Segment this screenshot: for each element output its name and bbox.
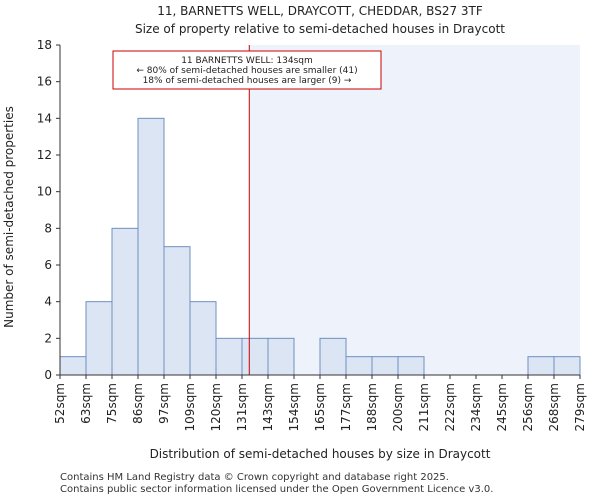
y-tick-label: 14 bbox=[37, 111, 52, 125]
annotation-line-1: 11 BARNETTS WELL: 134sqm bbox=[181, 56, 313, 66]
bar-143sqm bbox=[267, 337, 295, 376]
x-tick-label: 52sqm bbox=[53, 383, 67, 424]
x-tick-label: 268sqm bbox=[547, 383, 561, 431]
y-tick-label: 6 bbox=[44, 258, 52, 272]
bar-188sqm bbox=[371, 356, 399, 376]
y-tick-label: 8 bbox=[44, 221, 52, 235]
x-tick-label: 256sqm bbox=[521, 383, 535, 431]
x-tick-label: 234sqm bbox=[469, 383, 483, 431]
bars-group bbox=[59, 117, 581, 376]
x-tick-label: 86sqm bbox=[131, 383, 145, 424]
x-tick-label: 245sqm bbox=[495, 383, 509, 431]
chart-subtitle: Size of property relative to semi-detach… bbox=[135, 22, 505, 36]
bar-52sqm bbox=[59, 356, 87, 376]
bar-109sqm bbox=[189, 301, 217, 376]
x-ticks-group: 52sqm 63sqm 75sqm 86sqm 97sqm 109sqm 120sqm 131… bbox=[53, 375, 587, 431]
y-tick-label: 4 bbox=[44, 295, 52, 309]
x-tick-label: 120sqm bbox=[209, 383, 223, 431]
x-tick-label: 222sqm bbox=[443, 383, 457, 431]
x-tick-label: 165sqm bbox=[313, 383, 327, 431]
x-tick-label: 75sqm bbox=[105, 383, 119, 424]
bar-200sqm bbox=[397, 356, 425, 376]
footer-line-1: Contains HM Land Registry data © Crown c… bbox=[60, 472, 449, 483]
chart-title: 11, BARNETTS WELL, DRAYCOTT, CHEDDAR, BS… bbox=[157, 4, 483, 18]
bar-120sqm bbox=[215, 337, 243, 376]
bar-131sqm bbox=[241, 337, 269, 376]
bar-177sqm bbox=[345, 356, 373, 376]
histogram-chart: 11, BARNETTS WELL, DRAYCOTT, CHEDDAR, BS… bbox=[2, 4, 587, 461]
x-tick-label: 188sqm bbox=[365, 383, 379, 431]
x-tick-label: 131sqm bbox=[235, 383, 249, 431]
annotation-line-2: ← 80% of semi-detached houses are smalle… bbox=[136, 66, 357, 76]
y-tick-label: 2 bbox=[44, 331, 52, 345]
bar-256sqm bbox=[527, 356, 555, 376]
x-tick-label: 143sqm bbox=[261, 383, 275, 431]
x-tick-label: 109sqm bbox=[183, 383, 197, 431]
y-tick-label: 10 bbox=[37, 185, 52, 199]
bar-86sqm bbox=[137, 117, 165, 376]
footer-line-2: Contains public sector information licen… bbox=[60, 484, 494, 495]
x-tick-label: 279sqm bbox=[573, 383, 587, 431]
y-axis-label: Number of semi-detached properties bbox=[2, 106, 16, 328]
bar-165sqm bbox=[319, 337, 347, 376]
y-tick-label: 12 bbox=[37, 148, 52, 162]
x-axis-label: Distribution of semi-detached houses by … bbox=[150, 447, 491, 461]
x-tick-label: 154sqm bbox=[287, 383, 301, 431]
x-tick-label: 211sqm bbox=[417, 383, 431, 431]
x-tick-label: 63sqm bbox=[79, 383, 93, 424]
y-tick-label: 0 bbox=[44, 368, 52, 382]
bar-63sqm bbox=[85, 301, 113, 376]
highlight-region bbox=[249, 45, 580, 375]
x-tick-label: 177sqm bbox=[339, 383, 353, 431]
bar-97sqm bbox=[163, 246, 191, 376]
annotation-box: 11 BARNETTS WELL: 134sqm ← 80% of semi-d… bbox=[112, 50, 382, 90]
y-tick-label: 18 bbox=[37, 38, 52, 52]
bar-75sqm bbox=[111, 227, 139, 376]
x-tick-label: 97sqm bbox=[157, 383, 171, 424]
y-tick-label: 16 bbox=[37, 75, 52, 89]
bar-268sqm bbox=[553, 356, 581, 376]
y-ticks-group: 0 2 4 6 8 10 12 14 16 18 bbox=[37, 38, 60, 382]
annotation-line-3: 18% of semi-detached houses are larger (… bbox=[143, 76, 352, 86]
x-tick-label: 200sqm bbox=[391, 383, 405, 431]
